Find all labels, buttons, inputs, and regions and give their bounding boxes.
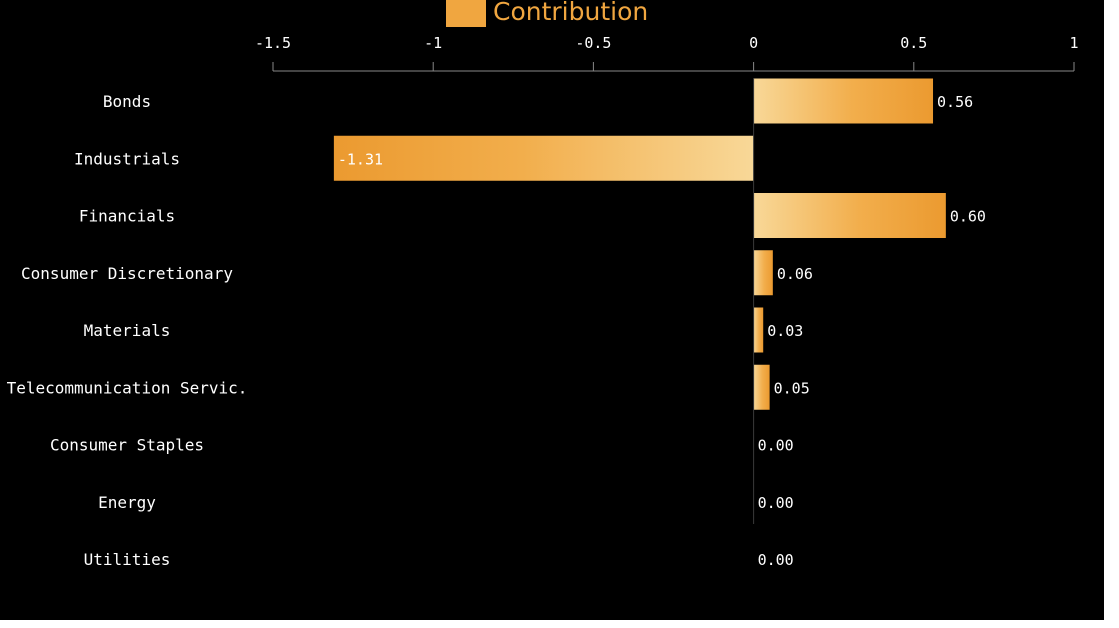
category-label: Telecommunication Servic. [7,378,248,397]
value-label: 0.00 [758,551,794,569]
category-label: Consumer Staples [50,436,204,455]
value-label: 0.06 [777,265,813,283]
value-label: 0.60 [950,208,986,226]
value-label: 0.05 [774,379,810,397]
x-tick-label: -1.5 [255,34,291,52]
category-label: Financials [79,207,175,226]
legend: Contribution [446,0,648,27]
x-tick-label: -0.5 [575,34,611,52]
category-label: Materials [84,321,171,340]
bar [333,135,754,181]
value-label: -1.31 [338,150,383,168]
bar [753,250,773,296]
value-label: 0.03 [767,322,803,340]
category-label: Utilities [84,550,171,569]
bar [753,78,934,124]
x-tick-label: 0.5 [900,34,927,52]
category-label: Bonds [103,92,151,111]
x-axis: -1.5 -1 -0.5 0 0.5 1 [255,34,1079,72]
value-label: 0.00 [758,437,794,455]
category-label: Industrials [74,149,180,168]
category-label: Energy [98,493,156,512]
bar [753,364,770,410]
legend-label: Contribution [493,0,648,26]
bars [333,78,946,410]
bar [753,193,946,238]
value-labels: 0.56 -1.31 0.60 0.06 0.03 0.05 0.00 0.00 0.00 [338,93,986,569]
x-tick-label: -1 [424,34,442,52]
value-label: 0.56 [937,93,973,111]
x-tick-label: 0 [749,34,758,52]
x-tick-label: 1 [1069,34,1078,52]
category-label: Consumer Discretionary [21,264,233,283]
legend-swatch [446,0,486,27]
value-label: 0.00 [758,494,794,512]
chart-frame: Contribution -1.5 -1 -0.5 0 0.5 1 Bonds Indust… [0,0,1104,620]
bar [753,307,764,353]
contribution-bar-chart: Contribution -1.5 -1 -0.5 0 0.5 1 Bonds Indust… [7,0,1079,569]
category-labels: Bonds Industrials Financials Consumer Discr… [7,92,248,569]
